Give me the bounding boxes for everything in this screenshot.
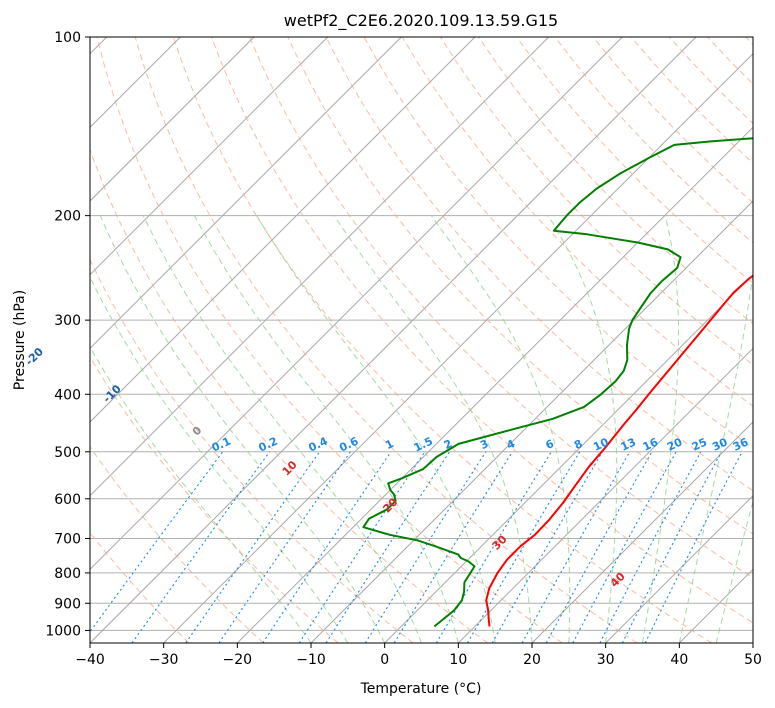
x-tick-label: −30 [149, 652, 179, 668]
x-axis-ticks: −40 −30 −20 −10 0 10 20 30 40 50 [75, 643, 762, 668]
isotherm-line [90, 37, 402, 350]
moist-adiabat-line [678, 269, 753, 643]
y-tick-label: 300 [54, 313, 81, 329]
mixing-ratio-label: 16 [641, 435, 661, 453]
isotherm-line [531, 421, 753, 643]
chart-title: wetPf2_C2E6.2020.109.13.59.G15 [284, 11, 558, 31]
moist-adiabat-line [194, 215, 459, 643]
moist-adiabat-line [142, 215, 422, 643]
mixing-ratio-label: 30 [710, 435, 730, 453]
moist-adiabat-line [430, 215, 571, 643]
y-tick-label: 1000 [45, 623, 81, 639]
dry-adiabat-line [90, 258, 414, 643]
mixing-ratio-line [644, 451, 743, 643]
isotherm-line [605, 494, 753, 643]
plot-frame [89, 36, 754, 644]
isotherm-line [90, 37, 255, 202]
x-tick-label: 0 [380, 652, 389, 668]
mixing-ratio-label: 10 [591, 435, 611, 453]
mixing-ratio-line [545, 451, 653, 643]
mixing-ratio-label: 25 [690, 436, 709, 454]
y-tick-label: 100 [54, 30, 81, 46]
isotherm-line [90, 37, 623, 571]
mixing-ratio-line [298, 451, 426, 643]
profile-lines [362, 137, 753, 628]
y-tick-label: 400 [54, 387, 81, 403]
isotherm-line [90, 37, 329, 276]
background-lines [90, 37, 753, 643]
y-axis-label: Pressure (hPa) [12, 290, 28, 390]
isotherm-line [90, 37, 550, 497]
mixing-ratio-line [325, 451, 451, 643]
mixing-ratio-line [467, 451, 581, 643]
y-tick-label: 900 [54, 596, 81, 612]
dry-adiabat-line [325, 37, 753, 492]
x-tick-label: −20 [223, 652, 253, 668]
dry-adiabat-line [211, 37, 753, 624]
mixing-ratio-line [393, 451, 513, 643]
mixing-ratio-line [521, 451, 631, 643]
moist-adiabat-line [90, 345, 312, 643]
isotherm-line [163, 52, 753, 643]
mixing-ratio-label: 20 [665, 435, 685, 453]
mixing-ratio-label: 13 [619, 436, 638, 454]
isotherm-line [236, 126, 753, 643]
moist-adiabat-line [642, 215, 679, 643]
x-tick-label: 50 [744, 652, 762, 668]
x-tick-label: 30 [597, 652, 615, 668]
dry-adiabat-line [172, 37, 712, 643]
y-tick-label: 700 [54, 532, 81, 548]
dry-adiabat-line [90, 445, 264, 643]
dry-adiabat-line [96, 37, 563, 643]
mixing-ratio-line [185, 451, 321, 643]
isotherm-line [90, 37, 476, 423]
dry-adiabat-line [287, 37, 753, 535]
moist-adiabat-line [99, 215, 386, 643]
isotherm-line [457, 347, 753, 643]
moist-adiabat-line [90, 276, 349, 643]
isotherm-line [384, 273, 753, 643]
mixing-ratio-line [131, 451, 271, 643]
mixing-ratio-line [599, 451, 702, 643]
x-tick-label: −40 [75, 652, 105, 668]
y-tick-label: 500 [54, 445, 81, 461]
isotherm-line [90, 37, 697, 643]
mixing-ratio-line [572, 451, 677, 643]
dry-adiabat-line [516, 37, 753, 284]
y-tick-label: 200 [54, 209, 81, 225]
mixing-ratio-line [621, 451, 722, 643]
x-axis-label: Temperature (°C) [360, 681, 482, 697]
moist-adiabat-line [333, 215, 533, 643]
y-axis-ticks: 100 200 300 400 500 600 700 800 900 1000 [45, 30, 90, 639]
y-tick-label: 600 [54, 492, 81, 508]
mixing-ratio-label: 36 [731, 435, 751, 453]
mixing-ratio-line [90, 451, 224, 633]
x-tick-label: 20 [523, 652, 541, 668]
mixing-ratio-line [435, 451, 552, 643]
mixing-ratio-line [491, 451, 603, 643]
x-tick-label: 40 [670, 652, 688, 668]
x-tick-label: −10 [296, 652, 326, 668]
dry-adiabat-line [249, 37, 753, 579]
dry-adiabat-line [134, 37, 638, 643]
dewpoint-profile-line [362, 137, 753, 628]
temperature-profile-line [485, 274, 753, 627]
x-tick-label: 10 [449, 652, 467, 668]
moist-adiabat-line [547, 215, 618, 643]
y-tick-label: 800 [54, 566, 81, 582]
